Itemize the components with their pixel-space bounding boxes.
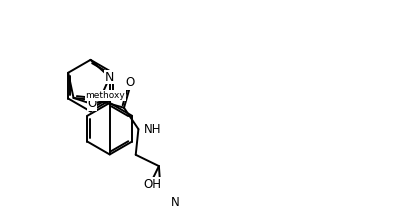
Text: methoxy: methoxy	[86, 91, 125, 100]
Text: N: N	[171, 196, 180, 208]
Text: NH: NH	[144, 123, 161, 136]
Text: O: O	[87, 97, 97, 110]
Text: OH: OH	[143, 178, 161, 191]
Text: N: N	[105, 71, 114, 84]
Text: O: O	[125, 76, 134, 89]
